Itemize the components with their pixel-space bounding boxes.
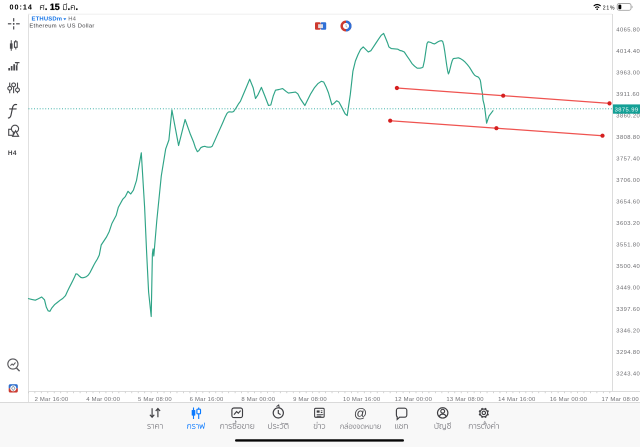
svg-text:13 Mar 08:00: 13 Mar 08:00	[446, 397, 484, 403]
svg-text:3654.60: 3654.60	[616, 200, 640, 206]
svg-text:21%: 21%	[603, 5, 615, 11]
svg-text:12 Mar 00:00: 12 Mar 00:00	[395, 397, 433, 403]
svg-text:@: @	[354, 405, 367, 420]
svg-text:3875.99: 3875.99	[615, 108, 639, 114]
svg-text:3963.00: 3963.00	[616, 71, 640, 77]
svg-text:3294.80: 3294.80	[616, 350, 640, 356]
svg-text:Ethereum vs US Dollar: Ethereum vs US Dollar	[29, 24, 94, 30]
svg-text:3449.00: 3449.00	[616, 286, 640, 292]
svg-text:H4: H4	[68, 17, 76, 23]
svg-text:H4: H4	[8, 150, 17, 157]
svg-text:2 Mar 16:00: 2 Mar 16:00	[35, 397, 69, 403]
svg-text:4 Mar 00:00: 4 Mar 00:00	[86, 397, 120, 403]
svg-text:9 Mar 08:00: 9 Mar 08:00	[293, 397, 327, 403]
svg-text:3757.40: 3757.40	[616, 157, 640, 163]
svg-text:00:14: 00:14	[10, 3, 33, 12]
svg-text:17 Mar 08:00: 17 Mar 08:00	[602, 397, 640, 403]
svg-text:3808.80: 3808.80	[616, 135, 640, 141]
svg-text:10 Mar 16:00: 10 Mar 16:00	[343, 397, 381, 403]
svg-text:3346.20: 3346.20	[616, 329, 640, 335]
svg-text:3397.60: 3397.60	[616, 307, 640, 313]
svg-text:14 Mar 16:00: 14 Mar 16:00	[498, 397, 536, 403]
svg-text:8 Mar 00:00: 8 Mar 00:00	[241, 397, 275, 403]
svg-text:4014.40: 4014.40	[616, 49, 640, 55]
svg-text:6 Mar 16:00: 6 Mar 16:00	[190, 397, 224, 403]
svg-text:3860.20: 3860.20	[616, 114, 640, 120]
svg-text:3243.40: 3243.40	[616, 372, 640, 378]
svg-text:3551.80: 3551.80	[616, 243, 640, 249]
svg-text:ETHUSDm: ETHUSDm	[32, 17, 63, 23]
svg-text:3706.00: 3706.00	[616, 178, 640, 184]
svg-text:16 Mar 00:00: 16 Mar 00:00	[550, 397, 588, 403]
svg-text:3500.40: 3500.40	[616, 264, 640, 270]
svg-text:5 Mar 08:00: 5 Mar 08:00	[138, 397, 172, 403]
svg-text:3911.60: 3911.60	[616, 92, 639, 98]
svg-text:4065.80: 4065.80	[616, 28, 640, 34]
svg-text:3603.20: 3603.20	[616, 221, 640, 227]
